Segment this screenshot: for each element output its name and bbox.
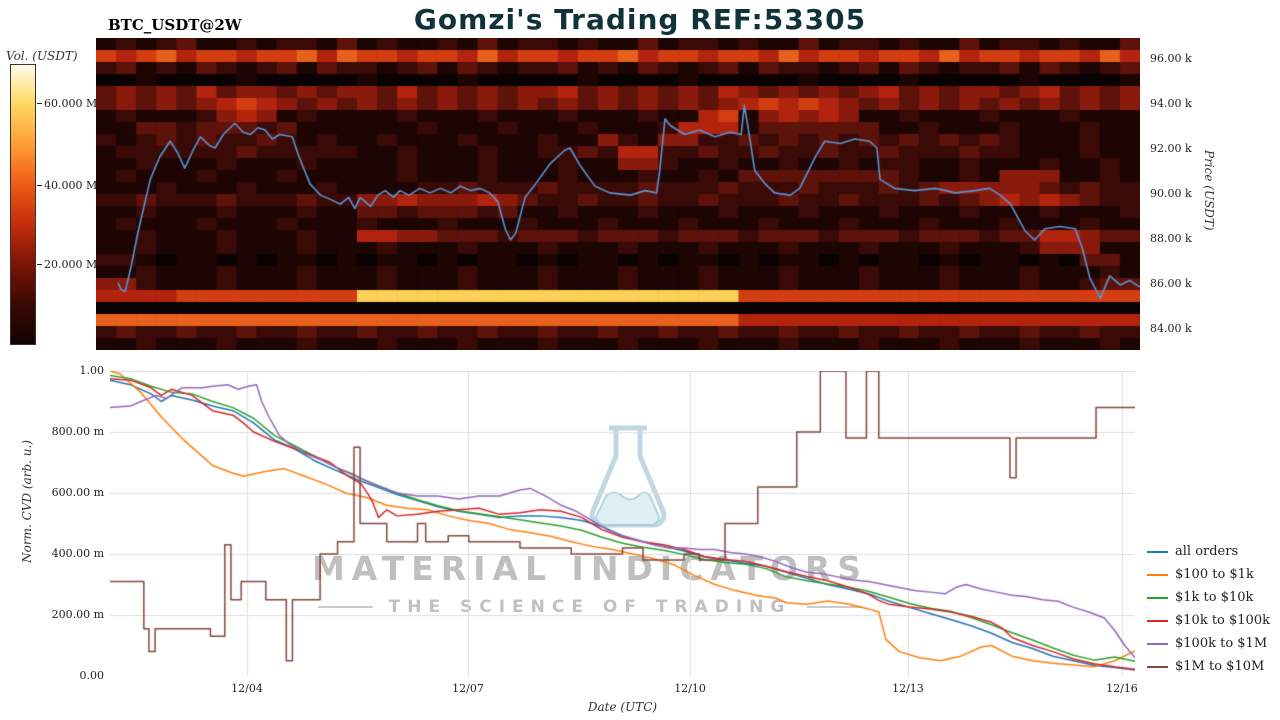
cvd-xtick-label: 12/16 [1106, 682, 1138, 695]
legend-line-swatch [1147, 550, 1168, 553]
cvd-xtick-label: 12/07 [452, 682, 484, 695]
price-tick-label: 96.00 k [1150, 52, 1192, 66]
page-title: Gomzi's Trading REF:53305 [413, 3, 867, 36]
cvd-ytick-label: 200.00 m [51, 608, 104, 621]
legend-item: $100 to $1k [1147, 563, 1270, 586]
legend-item: all orders [1147, 540, 1270, 563]
volume-colorbar [10, 64, 36, 345]
legend: all orders $100 to $1k $1k to $10k $10k to … [1147, 540, 1270, 678]
legend-line-swatch [1147, 619, 1168, 622]
colorbar-label: Vol. (USDT) [6, 49, 78, 63]
cvd-xtick-label: 12/10 [674, 682, 706, 695]
colorbar-tick-mark [37, 103, 42, 105]
cvd-ytick-label: 400.00 m [51, 547, 104, 560]
legend-item: $10k to $100k [1147, 609, 1270, 632]
orderbook-heatmap-canvas [96, 38, 1140, 350]
cvd-ytick-label: 0.00 [79, 669, 105, 682]
legend-item-label: $100k to $1M [1175, 636, 1268, 651]
colorbar-tick-label: 60.000 M [44, 97, 98, 111]
cvd-ytick-label: 600.00 m [51, 486, 104, 499]
legend-item-label: $10k to $100k [1175, 613, 1270, 628]
price-tick-label: 90.00 k [1150, 186, 1192, 200]
price-tick-label: 86.00 k [1150, 276, 1192, 290]
cvd-xtick-label: 12/04 [231, 682, 263, 695]
cvd-ytick-label: 800.00 m [51, 425, 104, 438]
cvd-y-axis-label: Norm. CVD (arb. u.) [20, 440, 34, 563]
legend-item-label: $1k to $10k [1175, 590, 1254, 605]
cvd-x-axis-label: Date (UTC) [587, 700, 658, 714]
legend-item-label: all orders [1175, 544, 1239, 559]
cvd-xtick-label: 12/13 [892, 682, 924, 695]
legend-line-swatch [1147, 573, 1168, 576]
colorbar-tick-mark [37, 184, 42, 186]
colorbar-tick-mark [37, 263, 42, 265]
legend-item-label: $1M to $10M [1175, 659, 1265, 674]
price-tick-label: 84.00 k [1150, 321, 1192, 335]
symbol-label: BTC_USDT@2W [108, 16, 242, 34]
legend-line-swatch [1147, 665, 1168, 668]
legend-line-swatch [1147, 596, 1168, 599]
cvd-ytick-label: 1.00 [79, 364, 105, 377]
legend-item: $1M to $10M [1147, 655, 1270, 678]
price-axis-label: Price (USDT) [1202, 150, 1216, 231]
colorbar-tick-label: 20.000 M [44, 257, 98, 271]
cvd-chart-canvas [110, 371, 1135, 676]
price-tick-label: 92.00 k [1150, 141, 1192, 155]
legend-item-label: $100 to $1k [1175, 567, 1254, 582]
price-tick-label: 94.00 k [1150, 97, 1192, 111]
price-tick-label: 88.00 k [1150, 231, 1192, 245]
legend-line-swatch [1147, 642, 1168, 645]
legend-item: $1k to $10k [1147, 586, 1270, 609]
legend-item: $100k to $1M [1147, 632, 1270, 655]
colorbar-tick-label: 40.000 M [44, 178, 98, 192]
